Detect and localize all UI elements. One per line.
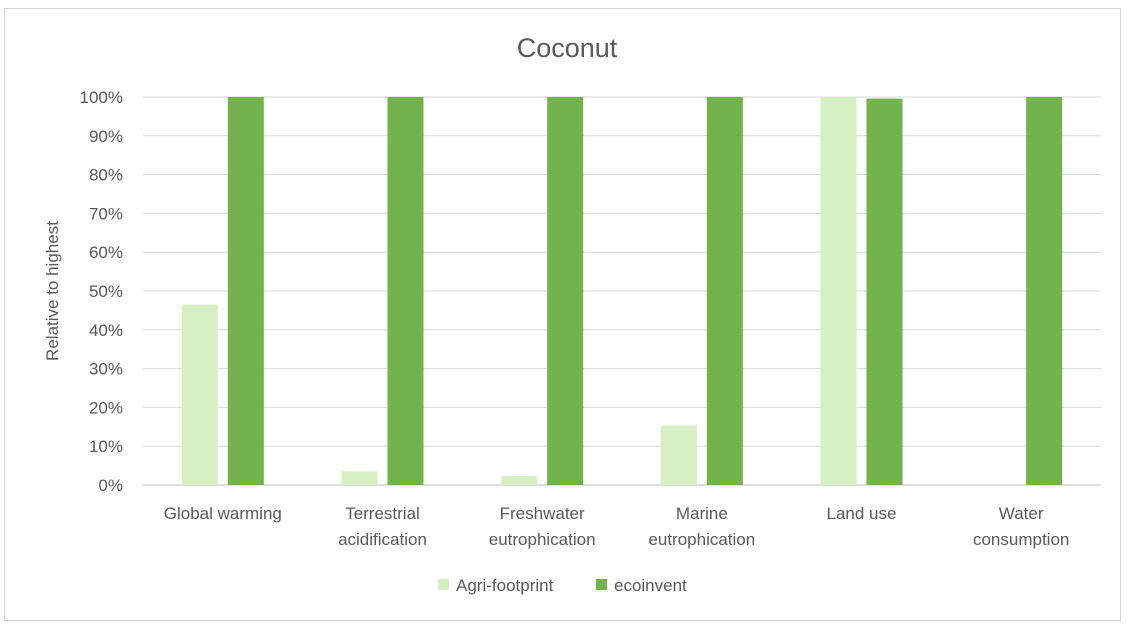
bar	[547, 97, 584, 485]
legend-swatch	[438, 579, 449, 590]
bar	[660, 425, 697, 485]
bar	[1026, 97, 1063, 485]
y-axis-title: Relative to highest	[43, 221, 62, 361]
y-tick-label: 60%	[89, 243, 123, 262]
legend-label: Agri-footprint	[456, 576, 554, 595]
bar	[501, 476, 538, 485]
y-tick-label: 100%	[80, 88, 123, 107]
y-tick-label: 30%	[89, 360, 123, 379]
gridlines	[143, 96, 1101, 486]
y-tick-label: 0%	[98, 476, 123, 495]
legend: Agri-footprint ecoinvent	[438, 576, 687, 595]
bar	[181, 304, 218, 485]
x-tick-label: Marine eutrophication	[648, 504, 755, 549]
legend-swatch	[596, 579, 607, 590]
y-tick-label: 40%	[89, 321, 123, 340]
x-tick-label: Water consumption	[973, 504, 1069, 549]
x-tick-label: Freshwater eutrophication	[489, 504, 596, 549]
x-tick-label: Terrestrial acidification	[338, 504, 427, 549]
x-axis-labels: Global warming Terrestrial acidification Fr…	[164, 504, 1070, 549]
bar	[387, 97, 424, 485]
bar	[341, 471, 378, 485]
bars	[181, 97, 1063, 485]
y-tick-label: 20%	[89, 398, 123, 417]
y-tick-label: 90%	[89, 127, 123, 146]
legend-label: ecoinvent	[614, 576, 687, 595]
bar	[227, 97, 264, 485]
y-tick-label: 10%	[89, 437, 123, 456]
bar	[706, 97, 743, 485]
bar	[866, 98, 903, 485]
x-tick-label: Land use	[827, 504, 897, 523]
y-tick-label: 70%	[89, 204, 123, 223]
chart-title: Coconut	[517, 33, 618, 63]
x-tick-label: Global warming	[164, 504, 282, 523]
bar	[820, 97, 857, 485]
y-tick-label: 80%	[89, 166, 123, 185]
y-tick-label: 50%	[89, 282, 123, 301]
y-axis-ticks: 0% 10% 20% 30% 40% 50% 60% 70% 80% 90% 100%	[80, 88, 123, 495]
